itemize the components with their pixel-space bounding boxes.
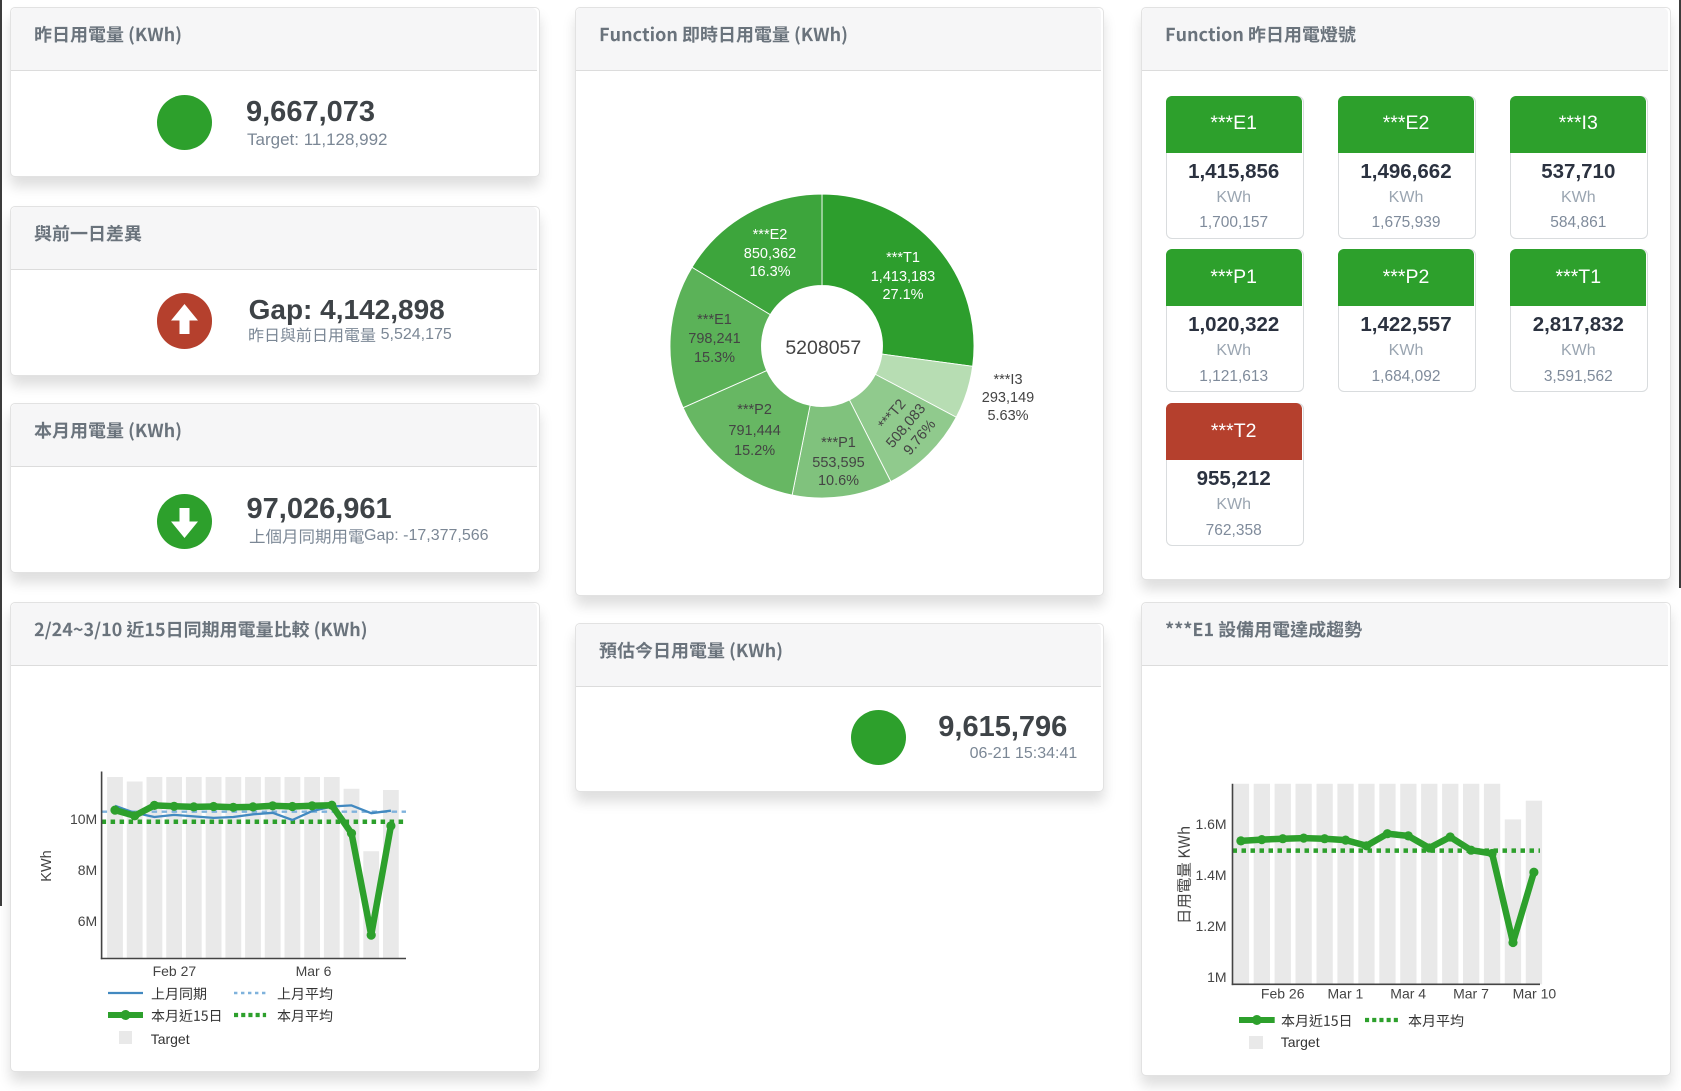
svg-text:1.2M: 1.2M bbox=[1195, 918, 1226, 934]
svg-text:Mar 10: Mar 10 bbox=[1513, 985, 1557, 1001]
svg-text:Mar 6: Mar 6 bbox=[296, 962, 332, 978]
svg-text:Mar 1: Mar 1 bbox=[1328, 985, 1364, 1001]
svg-text:1M: 1M bbox=[1207, 969, 1226, 985]
svg-text:KWh: KWh bbox=[39, 850, 55, 881]
svg-text:Feb 27: Feb 27 bbox=[153, 962, 197, 978]
svg-text:10M: 10M bbox=[70, 810, 97, 826]
svg-text:Mar 7: Mar 7 bbox=[1453, 985, 1489, 1001]
svg-text:1.6M: 1.6M bbox=[1195, 816, 1226, 832]
svg-text:6M: 6M bbox=[78, 912, 97, 928]
svg-text:8M: 8M bbox=[78, 861, 97, 877]
svg-text:1.4M: 1.4M bbox=[1195, 867, 1226, 883]
svg-text:Feb 26: Feb 26 bbox=[1261, 985, 1305, 1001]
svg-text:Mar 4: Mar 4 bbox=[1390, 985, 1426, 1001]
